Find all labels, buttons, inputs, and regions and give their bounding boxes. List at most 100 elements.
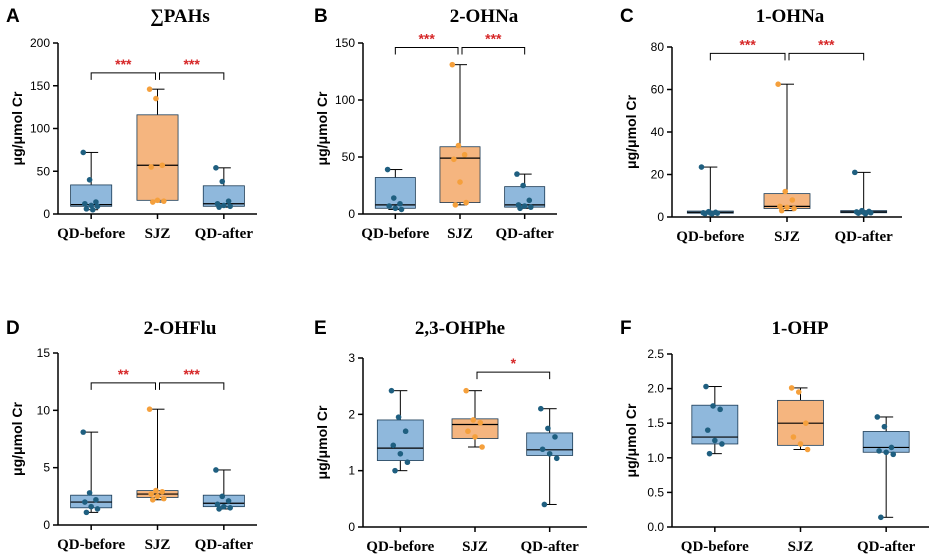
chart-title: ∑PAHs bbox=[150, 6, 210, 27]
data-point bbox=[553, 455, 560, 462]
data-point bbox=[214, 501, 221, 508]
data-point bbox=[149, 199, 156, 205]
y-tick-label: 50 bbox=[37, 164, 51, 178]
data-point bbox=[386, 203, 392, 209]
data-point bbox=[227, 203, 233, 210]
significance-bracket bbox=[90, 72, 156, 80]
box-SJZ bbox=[136, 86, 179, 205]
data-point bbox=[874, 414, 881, 420]
data-point bbox=[388, 387, 395, 394]
data-point bbox=[862, 211, 869, 217]
iqr-box bbox=[374, 177, 416, 209]
x-tick-label: QD-after bbox=[521, 539, 580, 555]
data-point bbox=[797, 441, 804, 447]
significance-bracket bbox=[159, 382, 225, 390]
significance-label: *** bbox=[418, 31, 435, 47]
box-QD-after bbox=[862, 414, 910, 521]
y-tick-label: 40 bbox=[651, 125, 665, 139]
data-point bbox=[517, 205, 523, 212]
y-tick-label: 100 bbox=[30, 122, 50, 136]
y-tick-label: 2 bbox=[348, 407, 355, 421]
x-tick-label: QD-before bbox=[361, 226, 429, 242]
y-tick-label: 15 bbox=[37, 346, 51, 360]
box-QD-before bbox=[70, 429, 113, 516]
x-tick-label: SJZ bbox=[145, 226, 171, 242]
data-point bbox=[83, 509, 90, 516]
data-point bbox=[712, 437, 718, 444]
data-point bbox=[94, 506, 101, 512]
data-point bbox=[451, 156, 457, 163]
data-point bbox=[479, 444, 485, 450]
data-point bbox=[161, 198, 167, 204]
data-point bbox=[790, 434, 797, 440]
data-point bbox=[153, 95, 159, 102]
significance-label: *** bbox=[818, 36, 835, 52]
data-point bbox=[719, 441, 725, 447]
data-point bbox=[398, 206, 405, 213]
data-point bbox=[86, 490, 93, 496]
significance-label: ** bbox=[118, 366, 129, 382]
data-point bbox=[384, 166, 391, 173]
data-point bbox=[883, 449, 889, 456]
significance-label: *** bbox=[183, 366, 200, 382]
box-SJZ bbox=[763, 81, 811, 214]
significance-label: *** bbox=[485, 31, 502, 47]
x-tick-label: SJZ bbox=[788, 539, 814, 555]
y-tick-label: 200 bbox=[30, 36, 50, 50]
data-point bbox=[146, 406, 153, 412]
y-tick-label: 0 bbox=[43, 207, 50, 221]
data-point bbox=[213, 165, 219, 171]
data-point bbox=[876, 448, 882, 454]
x-tick-label: SJZ bbox=[462, 539, 488, 555]
box-SJZ bbox=[439, 61, 481, 208]
data-point bbox=[392, 205, 399, 212]
y-tick-label: 0 bbox=[348, 520, 355, 534]
data-point bbox=[449, 61, 456, 68]
y-tick-label: 150 bbox=[335, 36, 355, 50]
data-point bbox=[803, 420, 809, 427]
data-point bbox=[552, 434, 558, 440]
iqr-box bbox=[439, 146, 481, 204]
data-point bbox=[795, 389, 802, 395]
data-point bbox=[148, 164, 154, 170]
y-tick-label: 150 bbox=[30, 79, 50, 93]
data-point bbox=[463, 199, 469, 206]
data-point bbox=[472, 434, 478, 440]
significance-bracket bbox=[461, 47, 526, 55]
panel-letter: E bbox=[314, 318, 327, 339]
data-point bbox=[778, 207, 785, 214]
data-point bbox=[154, 493, 161, 500]
data-point bbox=[782, 188, 789, 195]
data-point bbox=[213, 467, 219, 473]
significance-bracket bbox=[394, 47, 459, 55]
y-tick-label: 1 bbox=[348, 464, 355, 478]
box-QD-before bbox=[376, 387, 424, 474]
data-point bbox=[703, 383, 709, 390]
y-axis-label: μg/μmol Cr bbox=[9, 401, 25, 475]
y-axis-label: μg/μmol Cr bbox=[623, 94, 639, 168]
box-QD-after bbox=[202, 467, 245, 512]
data-point bbox=[404, 459, 411, 466]
data-point bbox=[546, 450, 553, 457]
data-point bbox=[225, 498, 232, 504]
y-tick-label: 10 bbox=[37, 403, 51, 417]
panel-C: C 1-OHNa μg/μmol Cr 0 20 40 60 80 QD-before SJZ QD… bbox=[620, 6, 902, 245]
data-point bbox=[710, 403, 716, 409]
data-point bbox=[216, 506, 222, 512]
box-SJZ bbox=[451, 387, 499, 450]
data-point bbox=[93, 496, 99, 503]
significance-bracket bbox=[709, 52, 786, 61]
data-point bbox=[788, 385, 795, 391]
data-point bbox=[88, 503, 94, 510]
panel-E: E 2,3-OHPhe μg/μmol Cr 0 1 2 3 QD-before SJZ QD-a… bbox=[314, 318, 587, 555]
significance-bracket bbox=[476, 371, 551, 380]
data-point bbox=[477, 419, 484, 426]
data-point bbox=[777, 203, 783, 210]
y-tick-label: 80 bbox=[651, 40, 665, 54]
box-QD-before bbox=[70, 149, 113, 213]
x-tick-label: QD-before bbox=[366, 539, 434, 555]
data-point bbox=[514, 171, 520, 177]
panel-letter: D bbox=[6, 318, 20, 339]
y-axis-label: μg/μmol Cr bbox=[314, 405, 330, 479]
data-point bbox=[89, 206, 96, 213]
